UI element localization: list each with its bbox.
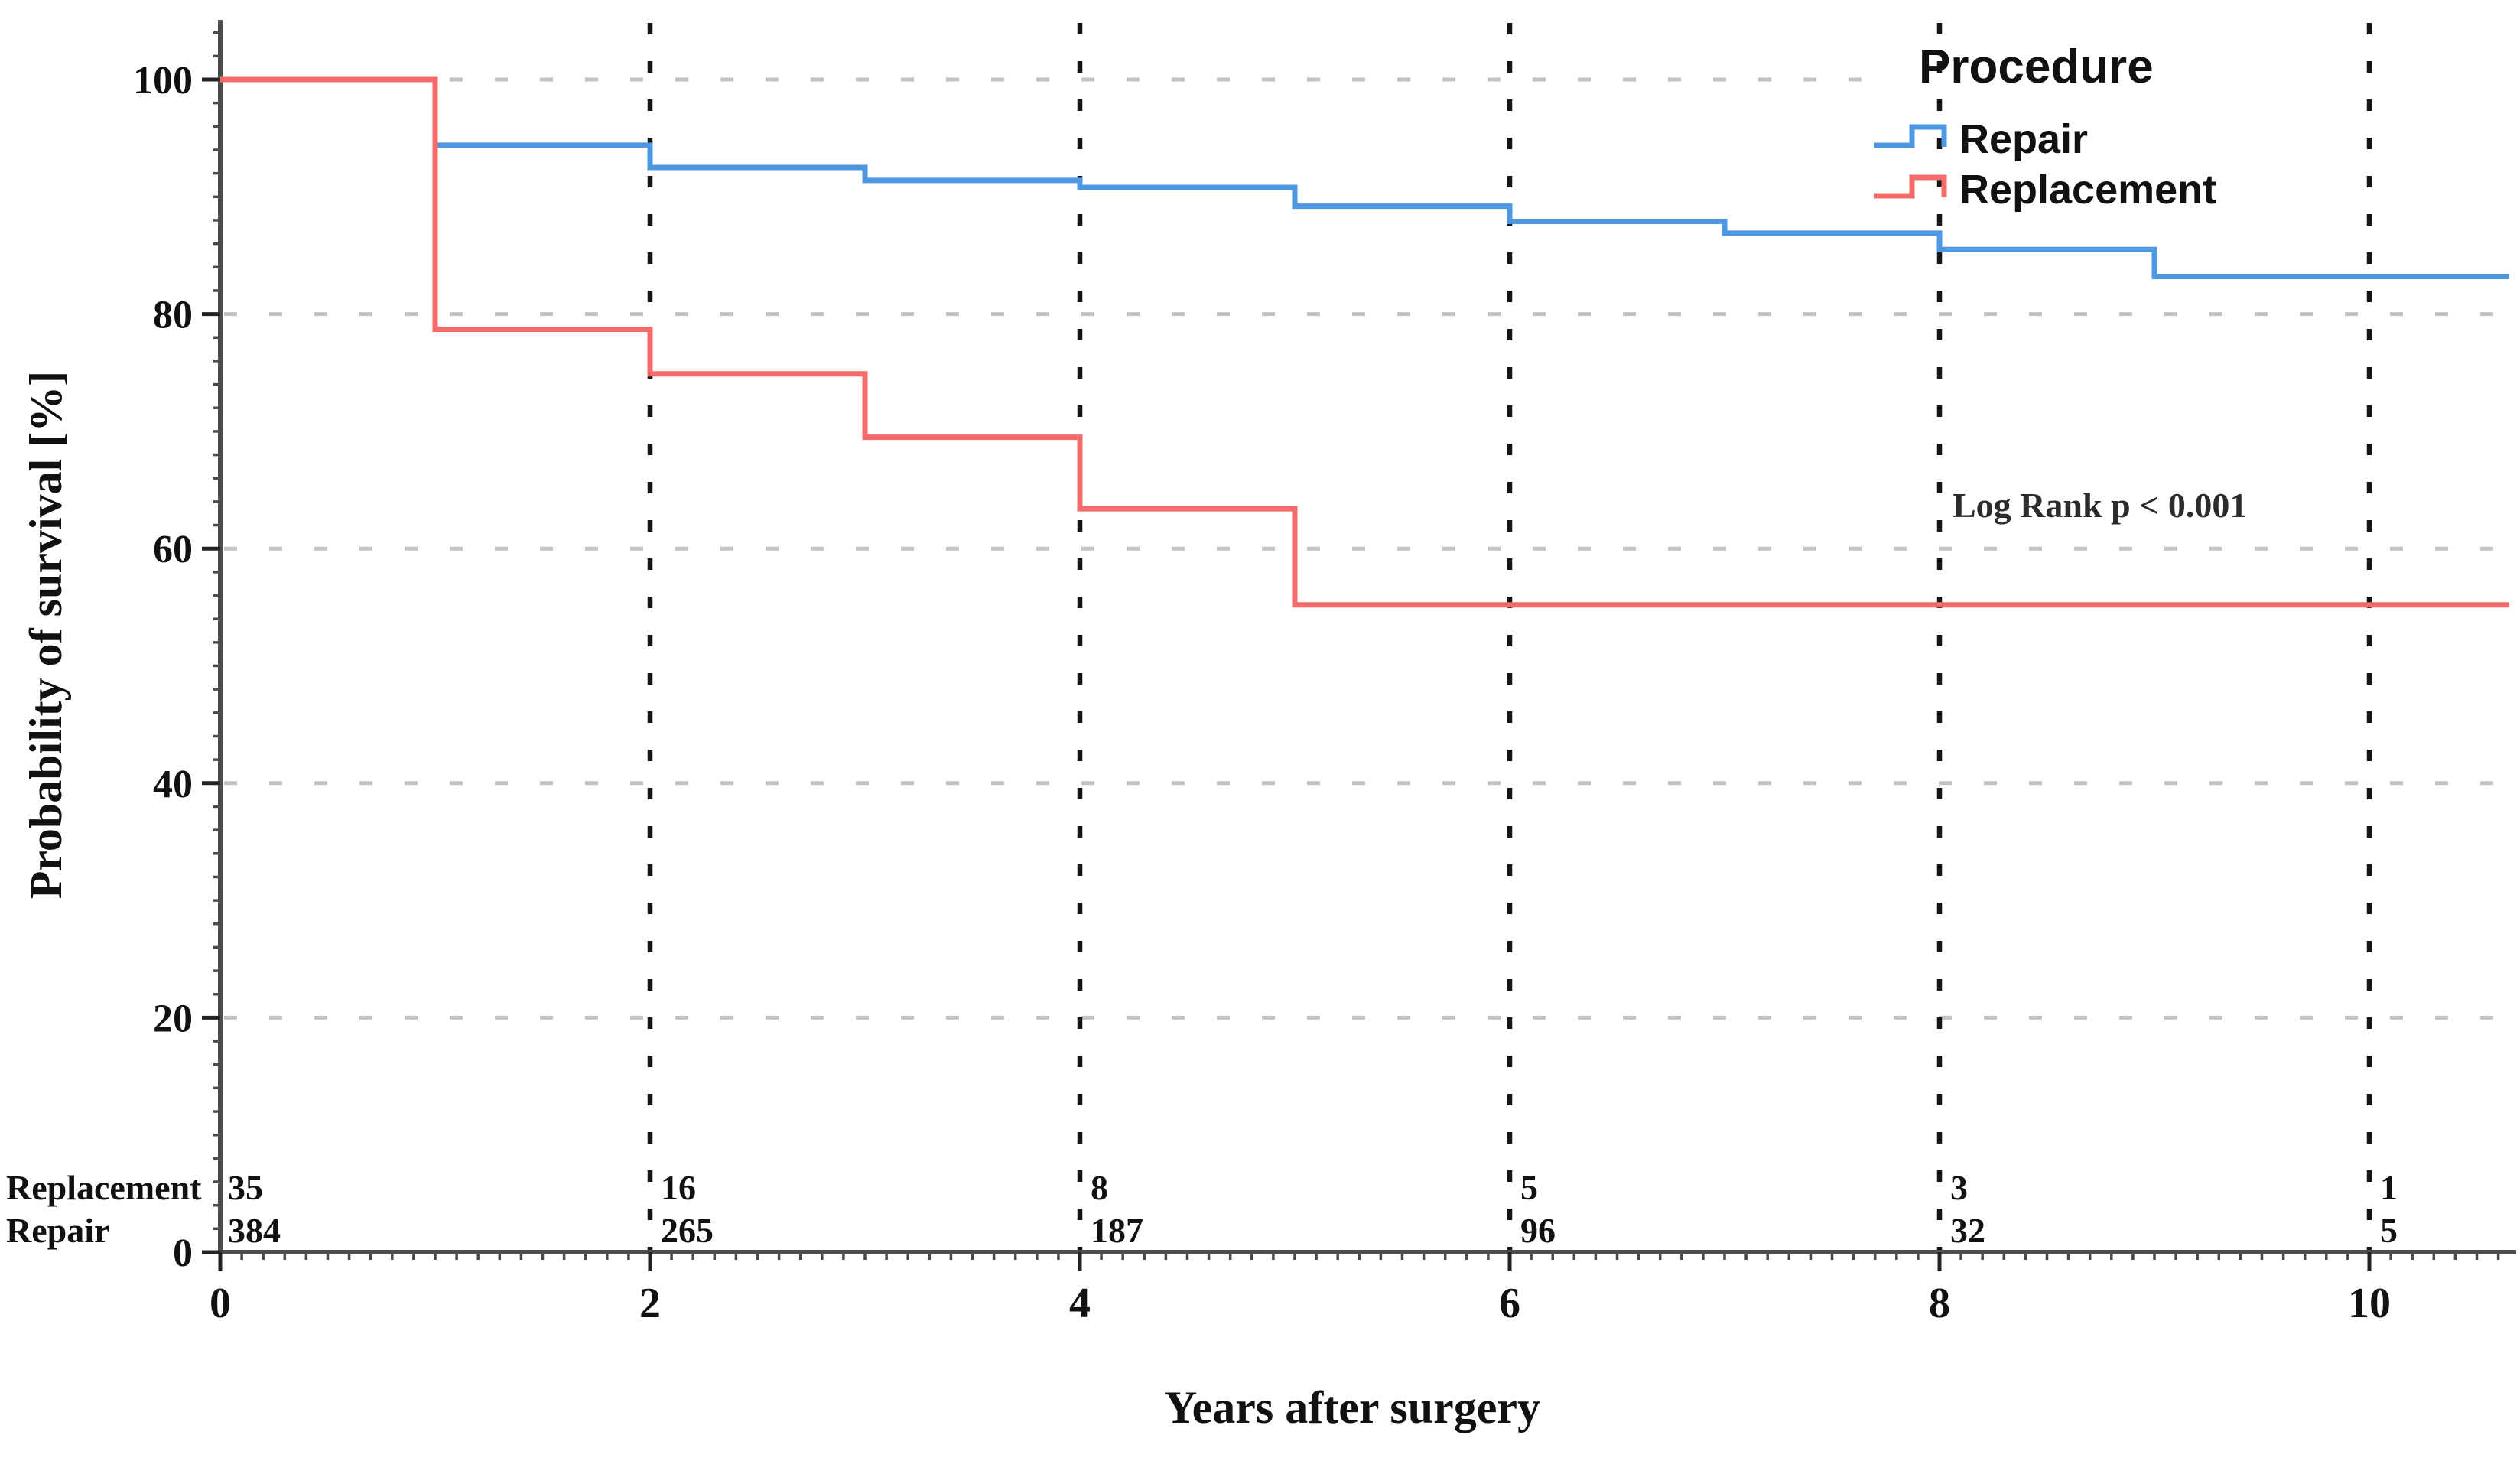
- at-risk-repair-year-2: 265: [661, 1211, 714, 1250]
- at-risk-replacement-year-0: 35: [228, 1168, 263, 1207]
- legend-title: Procedure: [1919, 41, 2154, 93]
- log-rank-annotation: Log Rank p < 0.001: [1953, 486, 2247, 525]
- at-risk-replacement-year-4: 8: [1091, 1168, 1108, 1207]
- horizontal-gridlines: [224, 77, 2516, 1020]
- legend-label-repair: Repair: [1959, 116, 2088, 162]
- y-tick-label-60: 60: [153, 528, 193, 571]
- at-risk-replacement-year-2: 16: [661, 1168, 696, 1207]
- at-risk-values: 35 16 8 5 3 1 384 265 187 96 32 5: [228, 1168, 2398, 1250]
- at-risk-repair-year-8: 32: [1950, 1211, 1985, 1250]
- at-risk-row-label-repair: Repair: [6, 1211, 109, 1250]
- y-axis-title: Probability of survival [%]: [21, 371, 71, 900]
- y-tick-label-0: 0: [173, 1232, 193, 1275]
- legend-label-replacement: Replacement: [1959, 167, 2216, 213]
- y-tick-label-20: 20: [153, 997, 193, 1040]
- x-tick-label-0: 0: [210, 1280, 231, 1327]
- at-risk-repair-year-10: 5: [2380, 1211, 2398, 1250]
- at-risk-replacement-year-10: 1: [2380, 1168, 2398, 1207]
- y-tick-label-80: 80: [153, 294, 193, 337]
- legend-step-symbol-repair: [1874, 124, 1947, 148]
- y-tick-label-40: 40: [153, 763, 193, 806]
- legend: Procedure Repair Replacement: [1874, 41, 2216, 213]
- legend-step-symbol-replacement: [1874, 174, 1947, 199]
- x-tick-label-6: 6: [1499, 1280, 1520, 1327]
- at-risk-replacement-year-6: 5: [1520, 1168, 1538, 1207]
- axis-ticks: [202, 31, 2500, 1271]
- tick-labels: 0 20 40 60 80 100 0 2 4 6 8 10: [133, 59, 2391, 1327]
- vertical-gridlines: [647, 23, 2372, 1250]
- at-risk-repair-year-6: 96: [1520, 1211, 1556, 1250]
- at-risk-repair-year-4: 187: [1091, 1211, 1143, 1250]
- y-tick-label-100: 100: [133, 59, 193, 102]
- x-axis-title: Years after surgery: [1164, 1382, 1540, 1433]
- at-risk-repair-year-0: 384: [228, 1211, 281, 1250]
- repair-curve: [220, 76, 2509, 280]
- x-tick-label-2: 2: [639, 1280, 661, 1327]
- at-risk-replacement-year-8: 3: [1950, 1168, 1968, 1207]
- x-tick-label-4: 4: [1069, 1280, 1091, 1327]
- at-risk-row-label-replacement: Replacement: [6, 1168, 202, 1207]
- survival-curves: [220, 76, 2509, 608]
- replacement-curve: [220, 76, 2509, 608]
- x-tick-label-10: 10: [2348, 1280, 2391, 1327]
- x-tick-label-8: 8: [1929, 1280, 1950, 1327]
